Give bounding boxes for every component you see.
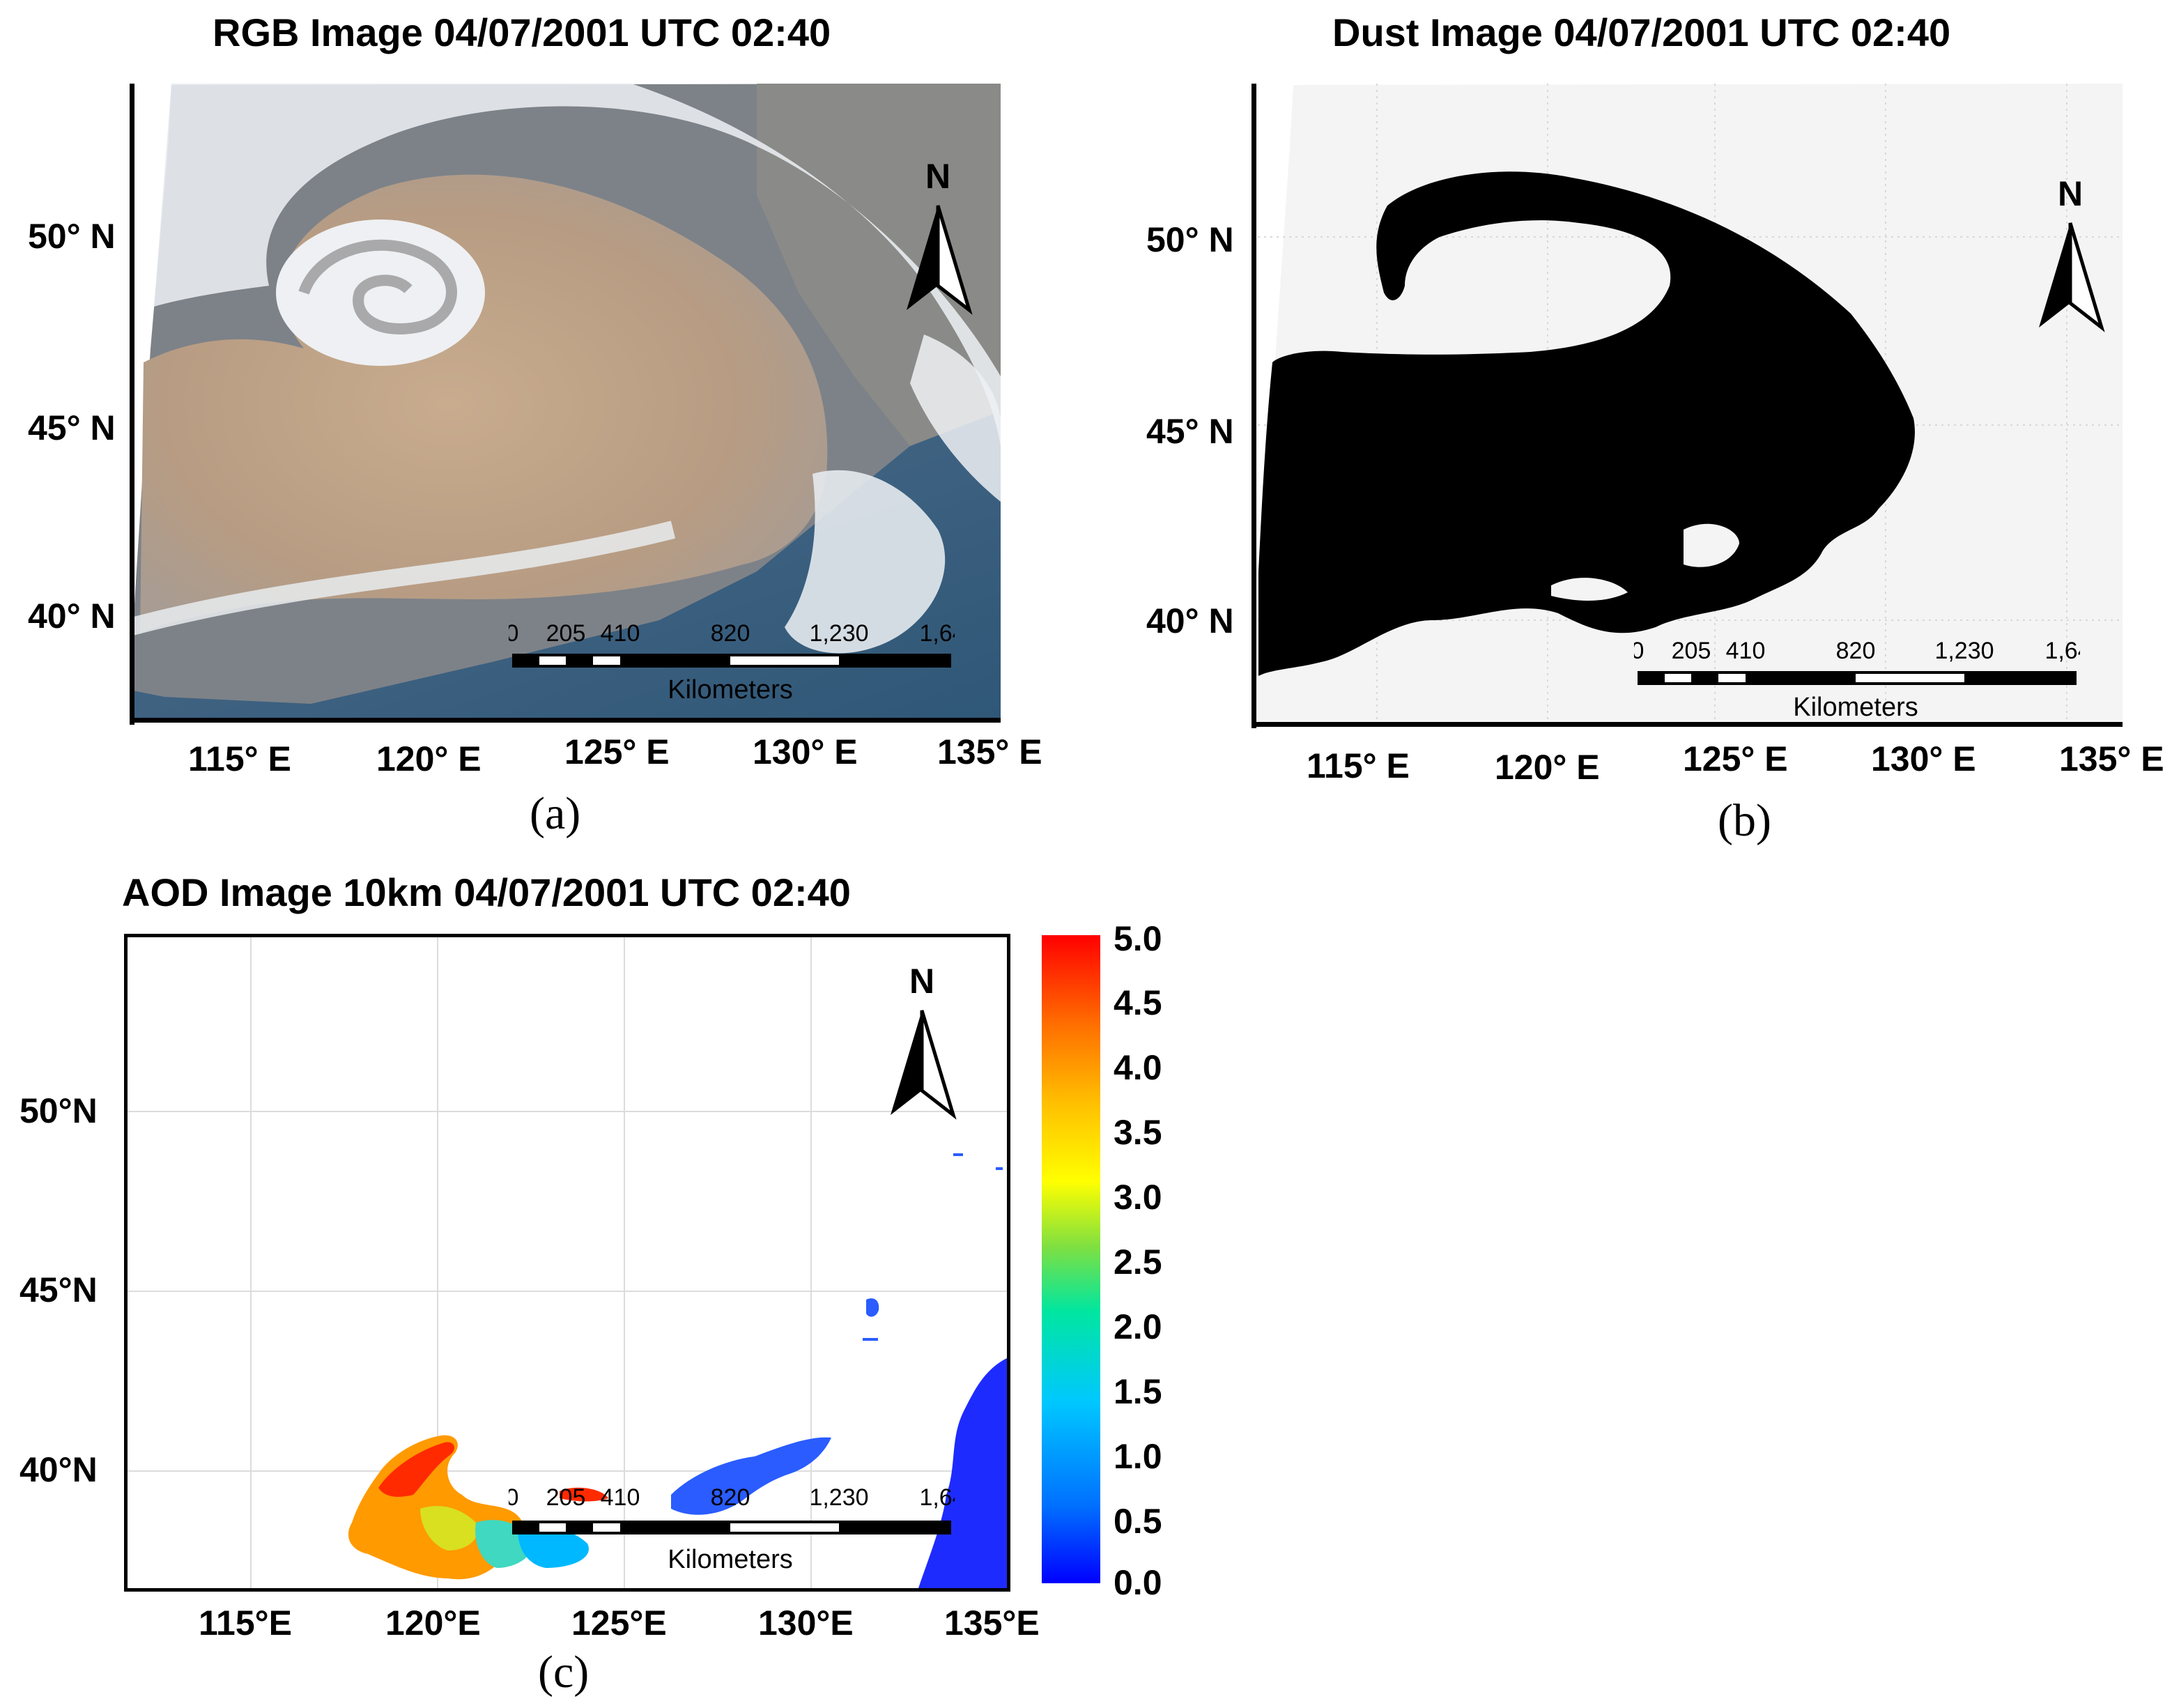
panel-a-axis-bottom xyxy=(130,718,1001,723)
panel-c-lon-125: 125°E xyxy=(571,1603,667,1642)
panel-b-map: N xyxy=(1251,84,2123,723)
panel-c-title: AOD Image 10km 04/07/2001 UTC 02:40 xyxy=(122,870,851,914)
north-arrow-label: N xyxy=(2058,174,2083,213)
panel-b-title: Dust Image 04/07/2001 UTC 02:40 xyxy=(1332,10,1951,54)
scale-label-410: 410 xyxy=(601,1484,640,1511)
north-arrow: N xyxy=(907,157,973,315)
panel-b-lon-115: 115° E xyxy=(1307,746,1410,785)
scale-label-820: 820 xyxy=(1836,638,1876,664)
panel-b-lon-120: 120° E xyxy=(1495,748,1600,787)
panel-a-lon-130: 130° E xyxy=(753,732,858,771)
scale-label-1640: 1,640 xyxy=(2044,638,2080,664)
panel-b-axis-left xyxy=(1251,84,1256,728)
panel-a-lat-45: 45° N xyxy=(28,408,116,447)
colorbar-label-3.5: 3.5 xyxy=(1114,1113,1162,1152)
panel-c-lon-120: 120°E xyxy=(385,1603,481,1642)
panel-a-title: RGB Image 04/07/2001 UTC 02:40 xyxy=(213,10,831,54)
panel-b-lat-40: 40° N xyxy=(1146,601,1234,640)
panel-a-scale-bar: 0 205 410 820 1,230 1,640 Kilometers xyxy=(509,613,955,711)
panel-a-lon-120: 120° E xyxy=(376,739,482,778)
dust-mask xyxy=(1258,171,1915,676)
colorbar-label-2.0: 2.0 xyxy=(1114,1307,1162,1346)
scale-label-1640: 1,640 xyxy=(919,620,955,647)
scale-label-410: 410 xyxy=(1726,638,1766,664)
panel-c-lat-50: 50°N xyxy=(20,1091,98,1130)
scale-unit: Kilometers xyxy=(668,675,793,705)
north-arrow-label: N xyxy=(909,962,934,1001)
panel-a-label: (a) xyxy=(530,788,581,839)
panel-b-lon-125: 125° E xyxy=(1683,739,1788,778)
scale-label-1230: 1,230 xyxy=(809,1484,868,1511)
colorbar-label-3.0: 3.0 xyxy=(1114,1178,1162,1217)
colorbar-label-0.5: 0.5 xyxy=(1114,1502,1162,1541)
aod-colorbar xyxy=(1042,935,1100,1583)
panel-b-label: (b) xyxy=(1718,795,1771,846)
scale-label-410: 410 xyxy=(601,620,640,647)
north-arrow: N xyxy=(891,962,957,1120)
scale-label-1230: 1,230 xyxy=(809,620,868,647)
colorbar-label-1.5: 1.5 xyxy=(1114,1372,1162,1411)
panel-a-lat-50: 50° N xyxy=(28,217,116,256)
panel-a-lat-40: 40° N xyxy=(28,597,116,636)
panel-a-axis-left xyxy=(130,84,134,725)
north-arrow: N xyxy=(2039,174,2105,332)
north-arrow-label: N xyxy=(925,157,950,196)
panel-b-lon-130: 130° E xyxy=(1871,739,1976,778)
scale-unit: Kilometers xyxy=(668,1545,793,1574)
panel-c-lon-135: 135°E xyxy=(944,1603,1040,1642)
scale-label-1230: 1,230 xyxy=(1934,638,1994,664)
colorbar-label-2.5: 2.5 xyxy=(1114,1242,1162,1282)
panel-c-label: (c) xyxy=(538,1647,590,1698)
scale-label-0: 0 xyxy=(509,1484,518,1511)
colorbar-label-0.0: 0.0 xyxy=(1114,1563,1162,1602)
panel-a-lon-115: 115° E xyxy=(188,739,291,778)
scale-label-820: 820 xyxy=(711,1484,750,1511)
colorbar-label-4.5: 4.5 xyxy=(1114,983,1162,1022)
panel-b-lat-50: 50° N xyxy=(1146,220,1234,259)
panel-c-lat-45: 45°N xyxy=(20,1270,98,1309)
panel-c-map: N xyxy=(124,934,1010,1592)
panel-c-lon-130: 130°E xyxy=(758,1603,854,1642)
panel-b-axis-bottom xyxy=(1251,722,2123,727)
panel-c-lon-115: 115°E xyxy=(199,1603,293,1642)
scale-label-0: 0 xyxy=(509,620,518,647)
scale-label-205: 205 xyxy=(546,620,586,647)
panel-b-lon-135: 135° E xyxy=(2059,739,2164,778)
colorbar-label-4.0: 4.0 xyxy=(1114,1048,1162,1087)
scale-unit: Kilometers xyxy=(1793,693,1918,722)
scale-label-1640: 1,640 xyxy=(919,1484,955,1511)
colorbar-label-1.0: 1.0 xyxy=(1114,1437,1162,1476)
scale-label-820: 820 xyxy=(711,620,750,647)
panel-c-scale-bar: 0 205 410 820 1,230 1,640 Kilometers xyxy=(509,1477,955,1589)
scale-label-205: 205 xyxy=(1672,638,1711,664)
panel-a-lon-125: 125° E xyxy=(564,732,670,771)
scale-label-205: 205 xyxy=(546,1484,586,1511)
aod-patch-central xyxy=(671,1437,831,1515)
panel-b-scale-bar: 0 205 410 820 1,230 1,640 Kilometers xyxy=(1634,631,2080,728)
panel-c-lat-40: 40°N xyxy=(20,1450,98,1489)
panel-a-lon-135: 135° E xyxy=(937,732,1042,771)
panel-b-lat-45: 45° N xyxy=(1146,412,1234,451)
panel-a-map: N xyxy=(130,84,1001,719)
scale-label-0: 0 xyxy=(1634,638,1644,664)
colorbar-label-5.0: 5.0 xyxy=(1114,919,1162,958)
